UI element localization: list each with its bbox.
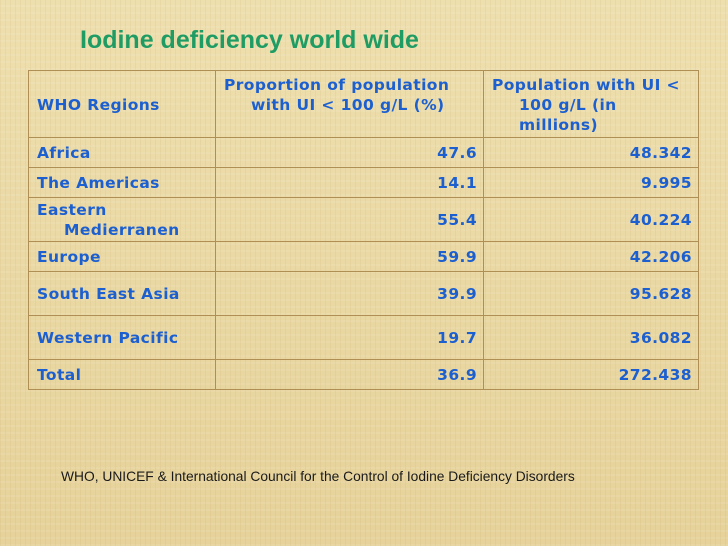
table-row: Eastern Medierranen 55.4 40.224 xyxy=(28,197,699,242)
region-cell: Europe xyxy=(28,241,216,272)
table-row: Africa 47.6 48.342 xyxy=(28,137,699,168)
table-row: The Americas 14.1 9.995 xyxy=(28,167,699,198)
region-cell: South East Asia xyxy=(28,271,216,316)
population-cell: 42.206 xyxy=(483,241,699,272)
population-cell: 9.995 xyxy=(483,167,699,198)
population-cell: 40.224 xyxy=(483,197,699,242)
proportion-cell: 59.9 xyxy=(215,241,484,272)
proportion-cell: 47.6 xyxy=(215,137,484,168)
page-title: Iodine deficiency world wide xyxy=(80,26,419,54)
table-header-row: WHO Regions Proportion of population wit… xyxy=(28,70,699,138)
header-who-regions: WHO Regions xyxy=(28,70,216,138)
proportion-cell: 14.1 xyxy=(215,167,484,198)
region-cell: Eastern Medierranen xyxy=(28,197,216,242)
header-proportion: Proportion of population with UI < 100 g… xyxy=(215,70,484,138)
table-row: Western Pacific 19.7 36.082 xyxy=(28,315,699,360)
iodine-deficiency-table: WHO Regions Proportion of population wit… xyxy=(28,70,699,390)
proportion-cell: 55.4 xyxy=(215,197,484,242)
region-cell: The Americas xyxy=(28,167,216,198)
population-cell: 36.082 xyxy=(483,315,699,360)
proportion-cell: 36.9 xyxy=(215,359,484,390)
table-row: South East Asia 39.9 95.628 xyxy=(28,271,699,316)
region-cell: Total xyxy=(28,359,216,390)
region-cell: Western Pacific xyxy=(28,315,216,360)
table-row: Europe 59.9 42.206 xyxy=(28,241,699,272)
population-cell: 272.438 xyxy=(483,359,699,390)
proportion-cell: 19.7 xyxy=(215,315,484,360)
source-citation: WHO, UNICEF & International Council for … xyxy=(61,469,575,484)
header-population: Population with UI < 100 g/L (in million… xyxy=(483,70,699,138)
population-cell: 95.628 xyxy=(483,271,699,316)
population-cell: 48.342 xyxy=(483,137,699,168)
region-cell: Africa xyxy=(28,137,216,168)
proportion-cell: 39.9 xyxy=(215,271,484,316)
table-row-total: Total 36.9 272.438 xyxy=(28,359,699,390)
